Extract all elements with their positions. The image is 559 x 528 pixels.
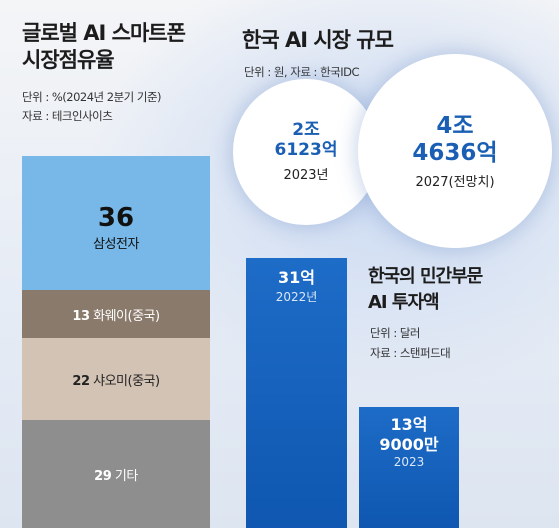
investment-year-label: 2022년 <box>275 290 318 304</box>
market-bubble: 4조 4636억 2027(전망치) <box>358 54 552 248</box>
share-title-line2: 시장점유율 <box>22 48 115 72</box>
market-value-label: 2조 <box>292 120 320 141</box>
share-category-label: 삼성전자 <box>93 236 139 252</box>
investment-source: 자료 : 스탠퍼드대 <box>370 346 451 360</box>
share-value-label: 22 <box>72 373 90 389</box>
share-segment: 22 샤오미(중국) <box>22 338 210 420</box>
market-year-label: 2027(전망치) <box>415 174 495 190</box>
share-value-label: 13 <box>72 308 90 324</box>
share-segment-label: 22 샤오미(중국) <box>72 370 160 389</box>
investment-value-label: 13억 <box>390 415 428 434</box>
market-year-label: 2023년 <box>283 168 329 184</box>
share-category-label: 기타 <box>111 468 138 484</box>
market-value-label: 6123억 <box>274 140 338 161</box>
market-value-label: 4조 <box>436 112 474 139</box>
market-bubble: 2조 6123억 2023년 <box>233 79 379 225</box>
share-segment-label: 29 기타 <box>94 465 138 484</box>
investment-chart-title: 한국의 민간부문 AI 투자액 <box>368 264 483 316</box>
market-chart-title: 한국 AI 시장 규모 <box>242 28 394 52</box>
share-source: 자료 : 테크인사이츠 <box>22 109 113 123</box>
share-value-label: 29 <box>94 468 112 484</box>
share-segment-label: 13 화웨이(중국) <box>72 305 160 324</box>
share-segment: 29 기타 <box>22 420 210 528</box>
investment-bar: 13억 9000만 2023 <box>359 407 459 528</box>
investment-title-line1: 한국의 민간부문 <box>368 266 483 287</box>
market-unit-source: 단위 : 원, 자료 : 한국IDC <box>244 65 360 79</box>
investment-bar: 31억 2022년 <box>246 258 347 528</box>
investment-unit: 단위 : 달러 <box>370 326 421 340</box>
share-unit: 단위 : %(2024년 2분기 기준) <box>22 90 162 104</box>
share-title-line1: 글로벌 AI 스마트폰 <box>22 21 186 45</box>
share-stacked-bar: 36 삼성전자 13 화웨이(중국) 22 샤오미(중국) 29 기타 <box>22 156 210 528</box>
share-category-label: 샤오미(중국) <box>89 373 160 389</box>
investment-year-label: 2023 <box>393 455 425 469</box>
investment-value-label: 9000만 <box>379 435 439 454</box>
share-category-label: 화웨이(중국) <box>89 308 160 324</box>
investment-title-line2: AI 투자액 <box>368 292 440 313</box>
share-segment: 13 화웨이(중국) <box>22 290 210 338</box>
share-value-label: 36 <box>97 202 135 233</box>
market-value-label: 4636억 <box>412 139 498 166</box>
investment-value-label: 31억 <box>278 268 315 287</box>
share-chart-title: 글로벌 AI 스마트폰 시장점유율 <box>22 20 186 74</box>
share-segment: 36 삼성전자 <box>22 156 210 294</box>
